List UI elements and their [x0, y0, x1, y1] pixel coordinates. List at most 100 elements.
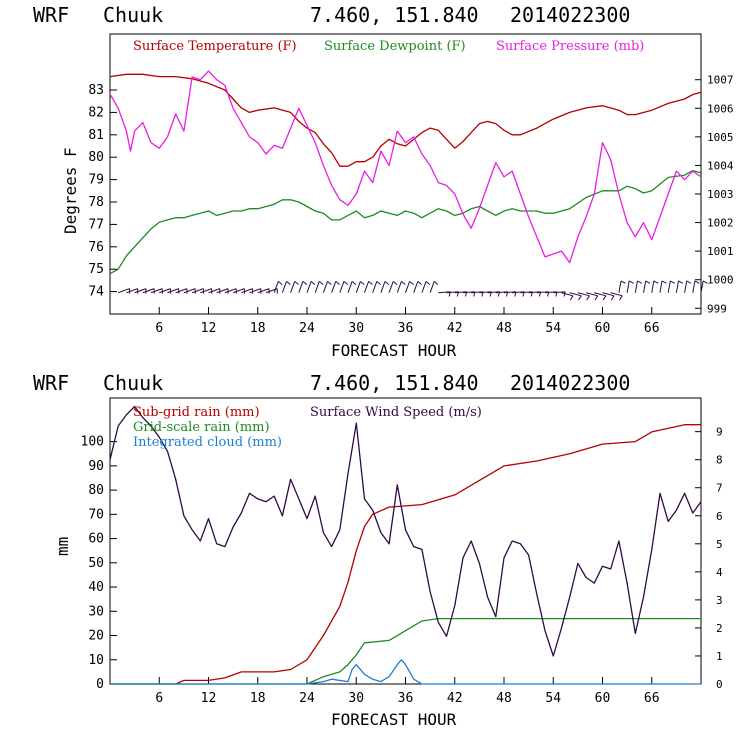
wind-barb-feather: [286, 281, 291, 285]
wind-barb: [388, 281, 394, 293]
top-y2-tick-label: 1001: [707, 245, 734, 258]
bottom-y2-tick-label: 5: [716, 538, 723, 551]
top-y-tick-label: 83: [88, 83, 104, 98]
top-y2-tick-label: 1005: [707, 131, 734, 144]
wind-barb-feather: [417, 281, 423, 285]
plot-top-content: 6 12 18 24 30 36 42 48 54 60 66 74 75 76 77 78 79 80 81 82 8…: [88, 70, 734, 336]
top-x-tick-label: 24: [299, 321, 315, 336]
wind-barb: [142, 288, 155, 294]
bottom-y-tick-label: 50: [88, 556, 104, 571]
wind-barb-feather: [578, 295, 582, 301]
wind-barb: [355, 281, 361, 293]
wind-barb: [380, 281, 386, 293]
wind-barb: [396, 281, 402, 293]
legend-surface-wind-speed: Surface Wind Speed (m/s): [310, 405, 482, 420]
top-x-tick-label: 36: [398, 321, 414, 336]
wind-barb: [126, 288, 138, 294]
wind-barb-feather: [335, 281, 340, 285]
wind-barb-feather: [310, 281, 316, 285]
wind-barb: [577, 292, 590, 297]
bottom-y2-tick-label: 4: [716, 566, 723, 579]
top-y2-tick-label: 1007: [707, 74, 734, 87]
bottom-y2-tick-label: 9: [716, 426, 723, 439]
top-x-tick-label: 18: [250, 321, 266, 336]
wind-barb: [700, 280, 704, 293]
bottom-x-axis-label: FORECAST HOUR: [331, 710, 457, 729]
wind-barb-feather: [670, 280, 675, 284]
wind-barb-feather: [619, 295, 623, 301]
bottom-y-axis-label: mm: [53, 537, 72, 556]
header-top-station: Chuuk: [103, 3, 163, 27]
top-y-tick-label: 79: [88, 173, 104, 188]
top-y2-tick-label: 999: [707, 302, 727, 315]
wind-barb: [553, 291, 566, 294]
wind-barb-feather: [637, 280, 643, 284]
header-bottom: WRF Chuuk 7.460, 151.840 2014022300: [33, 371, 630, 395]
wind-barb: [454, 291, 467, 294]
wind-barb-feather: [678, 280, 684, 284]
header-top-init: 2014022300: [510, 3, 630, 27]
bottom-y-tick-label: 80: [88, 483, 104, 498]
top-y-tick-label: 77: [88, 217, 104, 232]
bottom-x-tick-label: 30: [348, 691, 364, 706]
wind-barb: [651, 280, 655, 293]
bottom-x-tick-label: 60: [595, 691, 611, 706]
top-y-tick-label: 80: [88, 150, 104, 165]
bottom-y-tick-label: 70: [88, 507, 104, 522]
wind-barb: [659, 280, 663, 293]
top-x-tick-label: 54: [545, 321, 561, 336]
wind-barb: [528, 291, 541, 294]
bottom-y-tick-label: 0: [96, 677, 104, 692]
wind-barb: [183, 288, 196, 294]
wind-barb-feather: [645, 280, 651, 284]
wind-barb: [667, 280, 671, 293]
wind-barb-feather: [602, 295, 607, 301]
wind-barb: [339, 281, 345, 293]
bottom-y-tick-label: 90: [88, 459, 104, 474]
top-y2-tick-label: 1000: [707, 274, 734, 287]
wind-barb: [585, 292, 598, 297]
wind-barb-feather: [628, 280, 634, 284]
wind-barb-feather: [586, 295, 590, 301]
top-y2-tick-label: 1003: [707, 188, 734, 201]
wind-barb: [446, 291, 459, 294]
top-x-axis-label: FORECAST HOUR: [331, 341, 457, 360]
wind-barb: [167, 288, 179, 294]
wind-barb: [471, 291, 484, 294]
wind-barb: [684, 280, 688, 293]
wind-barb: [175, 288, 188, 294]
wind-barb: [118, 288, 130, 294]
header-bottom-coords: 7.460, 151.840: [310, 371, 479, 395]
legend-integrated-cloud: Integrated cloud (mm): [133, 435, 282, 450]
bottom-x-tick-label: 6: [155, 691, 163, 706]
wind-barb: [159, 288, 171, 294]
wind-barb-feather: [702, 280, 708, 284]
wind-barb: [257, 288, 270, 294]
wind-barb: [200, 288, 212, 294]
wind-barb-feather: [351, 281, 357, 285]
wind-barb-feather: [360, 281, 365, 285]
bottom-y2-tick-label: 2: [716, 622, 723, 635]
wind-barb: [569, 292, 582, 297]
wind-barb: [512, 291, 525, 294]
top-y-tick-label: 81: [88, 128, 104, 143]
wind-barb-feather: [384, 281, 390, 285]
wind-barb: [610, 292, 623, 297]
wind-barb-feather: [694, 280, 700, 284]
wind-barb: [536, 291, 549, 294]
bottom-x-tick-label: 12: [201, 691, 217, 706]
wind-barb: [421, 281, 427, 293]
wind-barb-feather: [343, 281, 349, 285]
wind-barb: [249, 288, 261, 294]
top-y-tick-label: 82: [88, 105, 104, 120]
wind-barb: [594, 292, 607, 297]
wind-barb: [675, 280, 679, 293]
wind-barb: [692, 280, 696, 293]
bottom-y-tick-label: 30: [88, 604, 104, 619]
wind-barb-feather: [620, 280, 626, 284]
wind-barb-feather: [594, 295, 599, 301]
wind-barb: [281, 281, 287, 293]
wind-barb: [618, 280, 622, 293]
wind-barb: [643, 280, 647, 293]
